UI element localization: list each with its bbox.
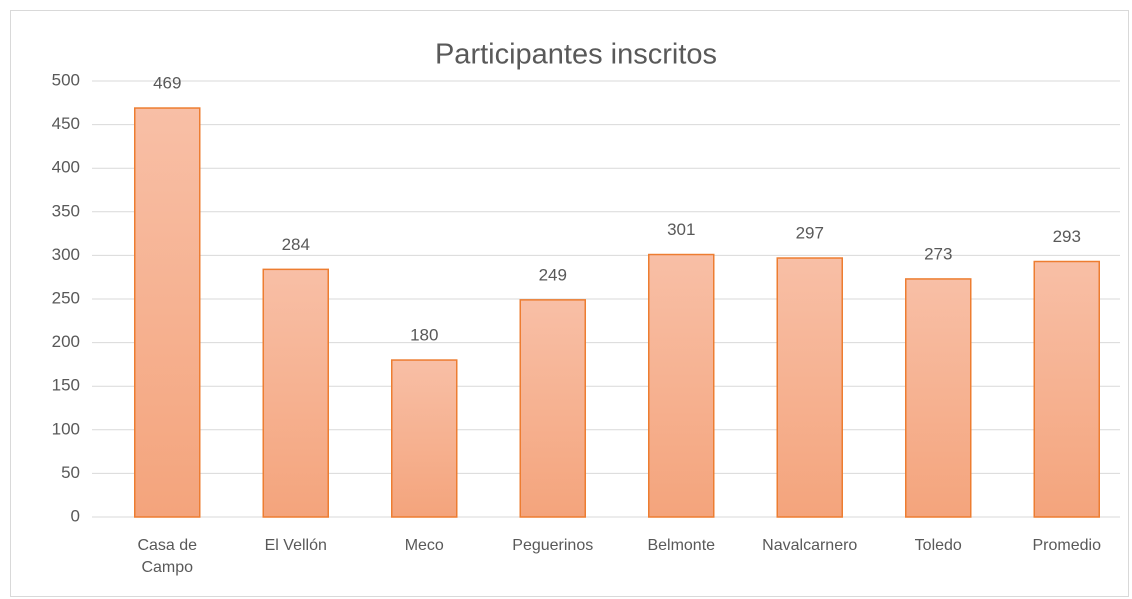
bar <box>776 257 843 518</box>
x-tick-label: Navalcarnero <box>762 537 858 554</box>
y-tick-label: 450 <box>52 114 80 133</box>
y-tick-label: 250 <box>52 288 80 307</box>
x-tick-label: El Vellón <box>264 537 327 554</box>
x-tick-label: Peguerinos <box>512 537 594 554</box>
bar <box>391 359 458 518</box>
y-tick-label: 400 <box>52 158 80 177</box>
data-label: 273 <box>924 244 952 263</box>
y-tick-label: 350 <box>52 201 80 220</box>
bar <box>905 278 972 518</box>
data-label: 249 <box>539 265 567 284</box>
bar <box>648 253 715 518</box>
data-label: 301 <box>667 220 695 239</box>
x-tick-label: Toledo <box>914 537 962 554</box>
bar <box>1033 260 1100 518</box>
x-tick-label: Meco <box>404 537 444 554</box>
y-tick-label: 200 <box>52 332 80 351</box>
data-label: 293 <box>1053 227 1081 246</box>
y-tick-label: 50 <box>61 463 80 482</box>
y-tick-label: 500 <box>52 70 80 89</box>
chart-border <box>10 10 1129 597</box>
chart-title: Participantes inscritos <box>435 39 717 71</box>
y-tick-label: 300 <box>52 245 80 264</box>
data-label: 284 <box>282 235 310 254</box>
bar <box>262 268 329 518</box>
x-tick-label: Promedio <box>1032 537 1101 554</box>
y-tick-label: 0 <box>71 506 80 525</box>
data-label: 180 <box>410 326 438 345</box>
data-label: 297 <box>796 224 824 243</box>
y-tick-label: 100 <box>52 419 80 438</box>
y-tick-label: 150 <box>52 376 80 395</box>
data-label: 469 <box>153 74 181 93</box>
bar <box>134 107 201 518</box>
bar <box>519 299 586 518</box>
x-tick-label: Belmonte <box>647 537 716 554</box>
x-tick-label: Casa de Campo <box>137 537 198 576</box>
